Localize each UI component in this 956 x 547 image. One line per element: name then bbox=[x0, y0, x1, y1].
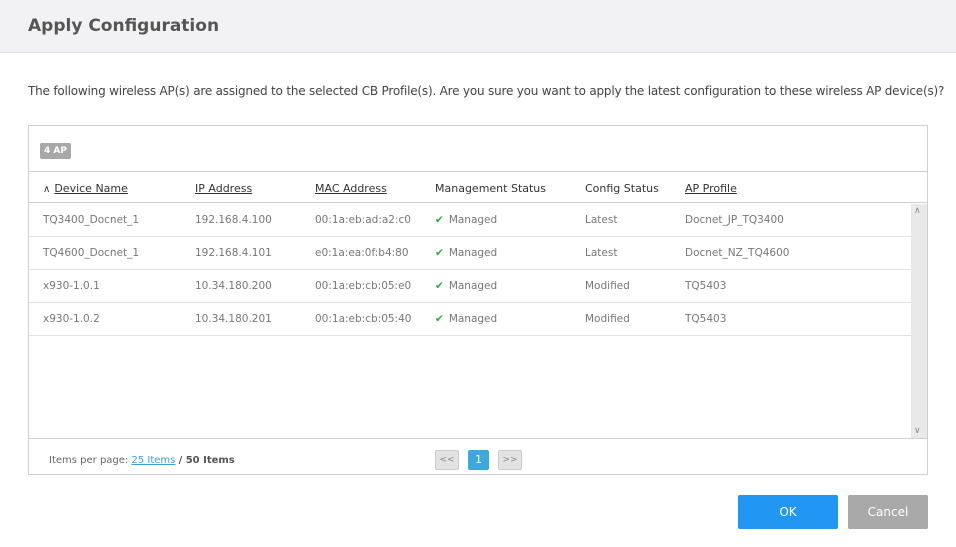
cell-ap-profile: TQ5403 bbox=[685, 280, 727, 292]
cell-ip-address: 192.168.4.101 bbox=[195, 247, 272, 259]
cancel-button[interactable]: Cancel bbox=[848, 495, 928, 529]
column-config-status: Config Status bbox=[585, 182, 659, 195]
column-device-name[interactable]: ∧ Device Name bbox=[43, 182, 128, 195]
cell-ap-profile: Docnet_NZ_TQ4600 bbox=[685, 247, 790, 259]
check-icon: ✔ bbox=[435, 247, 444, 259]
cell-device-name: x930-1.0.2 bbox=[43, 313, 100, 325]
cell-config-status: Modified bbox=[585, 313, 630, 325]
cell-ip-address: 10.34.180.201 bbox=[195, 313, 272, 325]
cell-device-name: x930-1.0.1 bbox=[43, 280, 100, 292]
cell-mac-address: e0:1a:ea:0f:b4:80 bbox=[315, 247, 409, 259]
check-icon: ✔ bbox=[435, 280, 444, 292]
next-page-button[interactable]: >> bbox=[498, 450, 522, 470]
cell-ip-address: 192.168.4.100 bbox=[195, 214, 272, 226]
page-1-button[interactable]: 1 bbox=[468, 450, 489, 470]
check-icon: ✔ bbox=[435, 313, 444, 325]
dialog-message: The following wireless AP(s) are assigne… bbox=[28, 84, 945, 98]
scroll-up-icon[interactable]: ∧ bbox=[914, 206, 921, 216]
scroll-down-icon[interactable]: ∨ bbox=[914, 426, 921, 436]
cell-management-status: ✔ Managed bbox=[435, 313, 498, 325]
cell-mac-address: 00:1a:eb:cb:05:e0 bbox=[315, 280, 412, 292]
prev-page-button[interactable]: << bbox=[435, 450, 459, 470]
cell-ap-profile: Docnet_JP_TQ3400 bbox=[685, 214, 784, 226]
ok-button[interactable]: OK bbox=[738, 495, 838, 529]
cell-config-status: Modified bbox=[585, 280, 630, 292]
table-row[interactable]: TQ3400_Docnet_1 192.168.4.100 00:1a:eb:ad:… bbox=[29, 204, 911, 237]
cell-ip-address: 10.34.180.200 bbox=[195, 280, 272, 292]
cell-management-status: ✔ Managed bbox=[435, 280, 498, 292]
sort-asc-icon: ∧ bbox=[43, 184, 51, 195]
column-ip-address[interactable]: IP Address bbox=[195, 182, 253, 195]
ap-grid: 4 AP ∧ Device Name IP Address MAC Address… bbox=[28, 125, 928, 475]
cell-mac-address: 00:1a:eb:cb:05:40 bbox=[315, 313, 412, 325]
scrollbar[interactable]: ∧ ∨ bbox=[911, 204, 927, 438]
cell-management-status: ✔ Managed bbox=[435, 214, 498, 226]
ap-count-badge: 4 AP bbox=[40, 143, 71, 159]
table-header: ∧ Device Name IP Address MAC Address Mana… bbox=[29, 171, 927, 203]
grid-footer: Items per page: 25 Items / 50 Items << 1… bbox=[29, 438, 927, 474]
cell-config-status: Latest bbox=[585, 247, 618, 259]
table-row[interactable]: TQ4600_Docnet_1 192.168.4.101 e0:1a:ea:0f:… bbox=[29, 237, 911, 270]
column-management-status: Management Status bbox=[435, 182, 547, 195]
dialog-title: Apply Configuration bbox=[28, 16, 220, 36]
items-per-page-select[interactable]: 25 Items bbox=[131, 455, 176, 466]
cell-management-status: ✔ Managed bbox=[435, 247, 498, 259]
cell-device-name: TQ3400_Docnet_1 bbox=[43, 214, 140, 226]
table-row[interactable]: x930-1.0.1 10.34.180.200 00:1a:eb:cb:05:e0… bbox=[29, 270, 911, 303]
cell-ap-profile: TQ5403 bbox=[685, 313, 727, 325]
cell-device-name: TQ4600_Docnet_1 bbox=[43, 247, 140, 259]
table-row[interactable]: x930-1.0.2 10.34.180.201 00:1a:eb:cb:05:40… bbox=[29, 303, 911, 336]
check-icon: ✔ bbox=[435, 214, 444, 226]
column-ap-profile[interactable]: AP Profile bbox=[685, 182, 737, 195]
items-per-page: Items per page: 25 Items / 50 Items bbox=[49, 455, 235, 466]
cell-config-status: Latest bbox=[585, 214, 618, 226]
column-mac-address[interactable]: MAC Address bbox=[315, 182, 387, 195]
cell-mac-address: 00:1a:eb:ad:a2:c0 bbox=[315, 214, 411, 226]
dialog-header: Apply Configuration bbox=[0, 0, 956, 53]
total-items: / 50 Items bbox=[178, 455, 235, 466]
